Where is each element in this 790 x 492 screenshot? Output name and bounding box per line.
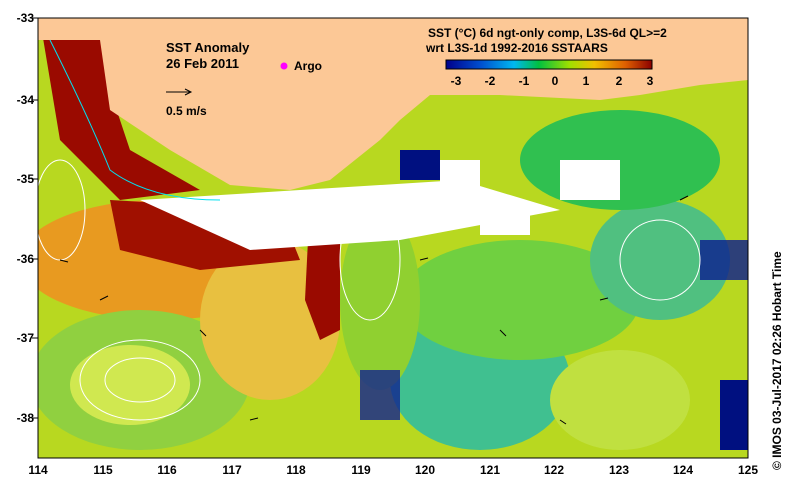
colorbar [445,59,653,70]
map-date: 26 Feb 2011 [166,56,239,71]
colorbar-tick: -3 [450,74,462,88]
plot-frame [37,17,749,459]
colorbar-tick: 2 [615,74,623,88]
colorbar-tick: 3 [646,74,654,88]
product-line1: SST (°C) 6d ngt-only comp, L3S-6d QL>=2 [428,26,667,40]
lon-tick: 118 [286,463,306,477]
lon-tick: 121 [479,463,501,477]
lon-tick: 120 [414,463,436,477]
lon-tick: 114 [28,463,48,477]
colorbar-tick: 1 [582,74,590,88]
colorbar-tick: 0 [551,74,559,88]
lon-tick: 123 [608,463,630,477]
credit-text: © IMOS 03-Jul-2017 02:26 Hobart Time [770,251,784,470]
lat-tick: -37 [16,331,34,345]
lon-tick: 122 [543,463,565,477]
lat-tick: -33 [16,11,34,25]
lat-tick: -34 [16,93,34,107]
argo-legend: Argo [294,59,322,73]
lon-tick: 125 [737,463,759,477]
scale-label: 0.5 m/s [166,104,207,118]
lon-tick: 117 [222,463,242,477]
argo-marker [280,62,288,70]
lat-tick: -36 [16,252,34,266]
current-vectors [59,195,689,425]
lon-tick: 115 [93,463,113,477]
axis-ticks [32,17,38,419]
lon-tick: 116 [157,463,177,477]
map-title: SST Anomaly [166,40,250,55]
colorbar-tick: -2 [484,74,496,88]
lat-tick: -38 [16,411,34,425]
product-line2: wrt L3S-1d 1992-2016 SSTAARS [426,41,608,55]
lon-tick: 124 [672,463,694,477]
lat-tick: -35 [16,172,34,186]
colorbar-tick: -1 [518,74,530,88]
lon-tick: 119 [351,463,371,477]
